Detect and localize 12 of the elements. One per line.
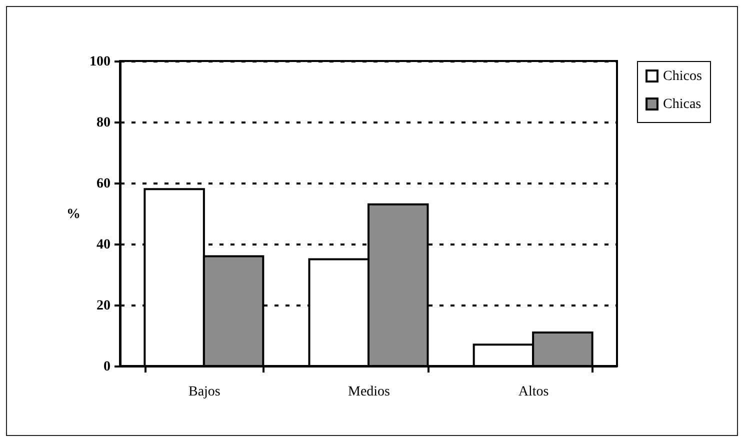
- legend-label: Chicos: [663, 69, 702, 84]
- x-tick-label: Medios: [348, 384, 390, 400]
- y-axis-title: %: [66, 207, 80, 222]
- legend-label: Chicas: [663, 97, 702, 112]
- y-tick-label: 60: [96, 176, 110, 192]
- y-tick-label: 80: [96, 116, 110, 130]
- x-tick-label: Bajos: [188, 384, 220, 400]
- y-tick-label: 20: [96, 298, 110, 314]
- y-tick-label: 100: [90, 54, 110, 70]
- y-tick-label: 40: [96, 238, 110, 252]
- y-tick-label: 0: [104, 360, 110, 374]
- x-tick-label: Altos: [518, 384, 549, 400]
